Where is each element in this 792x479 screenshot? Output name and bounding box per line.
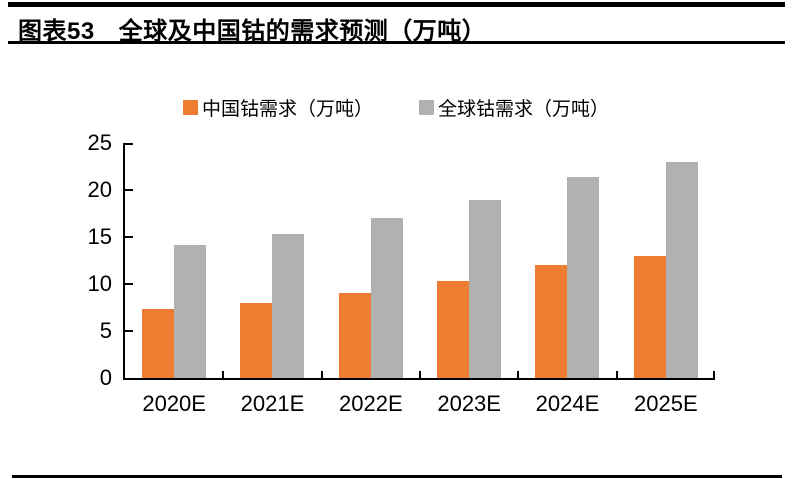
chart-legend: 中国钴需求（万吨） 全球钴需求（万吨） (0, 94, 792, 121)
x-axis-tick (320, 371, 323, 378)
x-axis-category-label: 2024E (535, 391, 600, 416)
y-axis-tick (125, 330, 133, 332)
x-axis-tick (517, 371, 520, 378)
y-axis-tick-label: 10 (87, 271, 112, 296)
x-axis-tick (222, 371, 225, 378)
x-axis-category-label: 2021E (240, 391, 305, 416)
bar-group (420, 143, 518, 378)
legend-label-china: 中国钴需求（万吨） (201, 99, 373, 120)
chart-title-text: 全球及中国钴的需求预测（万吨） (118, 18, 487, 45)
x-axis-category-label: 2020E (142, 391, 206, 416)
y-axis-tick-label: 0 (99, 365, 112, 390)
y-axis-tick (125, 189, 133, 191)
x-axis-category-label: 2025E (634, 391, 698, 416)
y-axis-tick-label: 15 (87, 224, 112, 249)
legend-swatch-global (419, 100, 434, 115)
bar-global-demand (272, 234, 305, 378)
x-axis-tick (419, 371, 421, 378)
y-axis-tick-label: 20 (87, 177, 112, 202)
chart-title-label: 图表53 (18, 18, 95, 45)
y-axis-tick (125, 143, 133, 145)
y-axis-tick (125, 283, 133, 285)
top-rule (8, 2, 785, 7)
bar-global-demand (469, 200, 502, 378)
x-axis-category-label: 2022E (339, 391, 403, 416)
bar-china-demand (535, 265, 568, 378)
plot-area: 0 5 10 15 20 25 2020E 2021E 2022E 2023E 2024E 2025E (88, 131, 715, 416)
bar-global-demand (370, 218, 403, 378)
y-axis-tick-label: 5 (99, 318, 112, 343)
bar-global-demand (567, 176, 600, 378)
chart-title: 图表53 全球及中国钴的需求预测（万吨） (18, 11, 486, 46)
x-axis-category-label: 2023E (437, 391, 501, 416)
bar-group (223, 143, 321, 378)
x-axis-tick (615, 371, 618, 378)
bar-china-demand (437, 281, 470, 378)
bar-global-demand (174, 245, 207, 378)
title-underline-rule (8, 41, 785, 44)
y-axis-tick (125, 236, 133, 238)
bar-group (322, 143, 420, 378)
bar-group (617, 143, 715, 378)
bar-china-demand (240, 302, 273, 378)
legend-item-global: 全球钴需求（万吨） (419, 94, 609, 121)
y-axis-tick-label: 25 (87, 130, 112, 155)
legend-swatch-china (182, 100, 198, 115)
bar-china-demand (142, 309, 175, 378)
x-axis-tick (713, 371, 715, 378)
bar-group (518, 143, 616, 378)
bar-group (125, 143, 223, 378)
legend-item-china: 中国钴需求（万吨） (182, 94, 373, 121)
bar-china-demand (633, 255, 666, 378)
legend-label-global: 全球钴需求（万吨） (438, 99, 610, 120)
bar-china-demand (338, 293, 371, 378)
bar-global-demand (665, 161, 698, 378)
bottom-rule (12, 475, 782, 478)
